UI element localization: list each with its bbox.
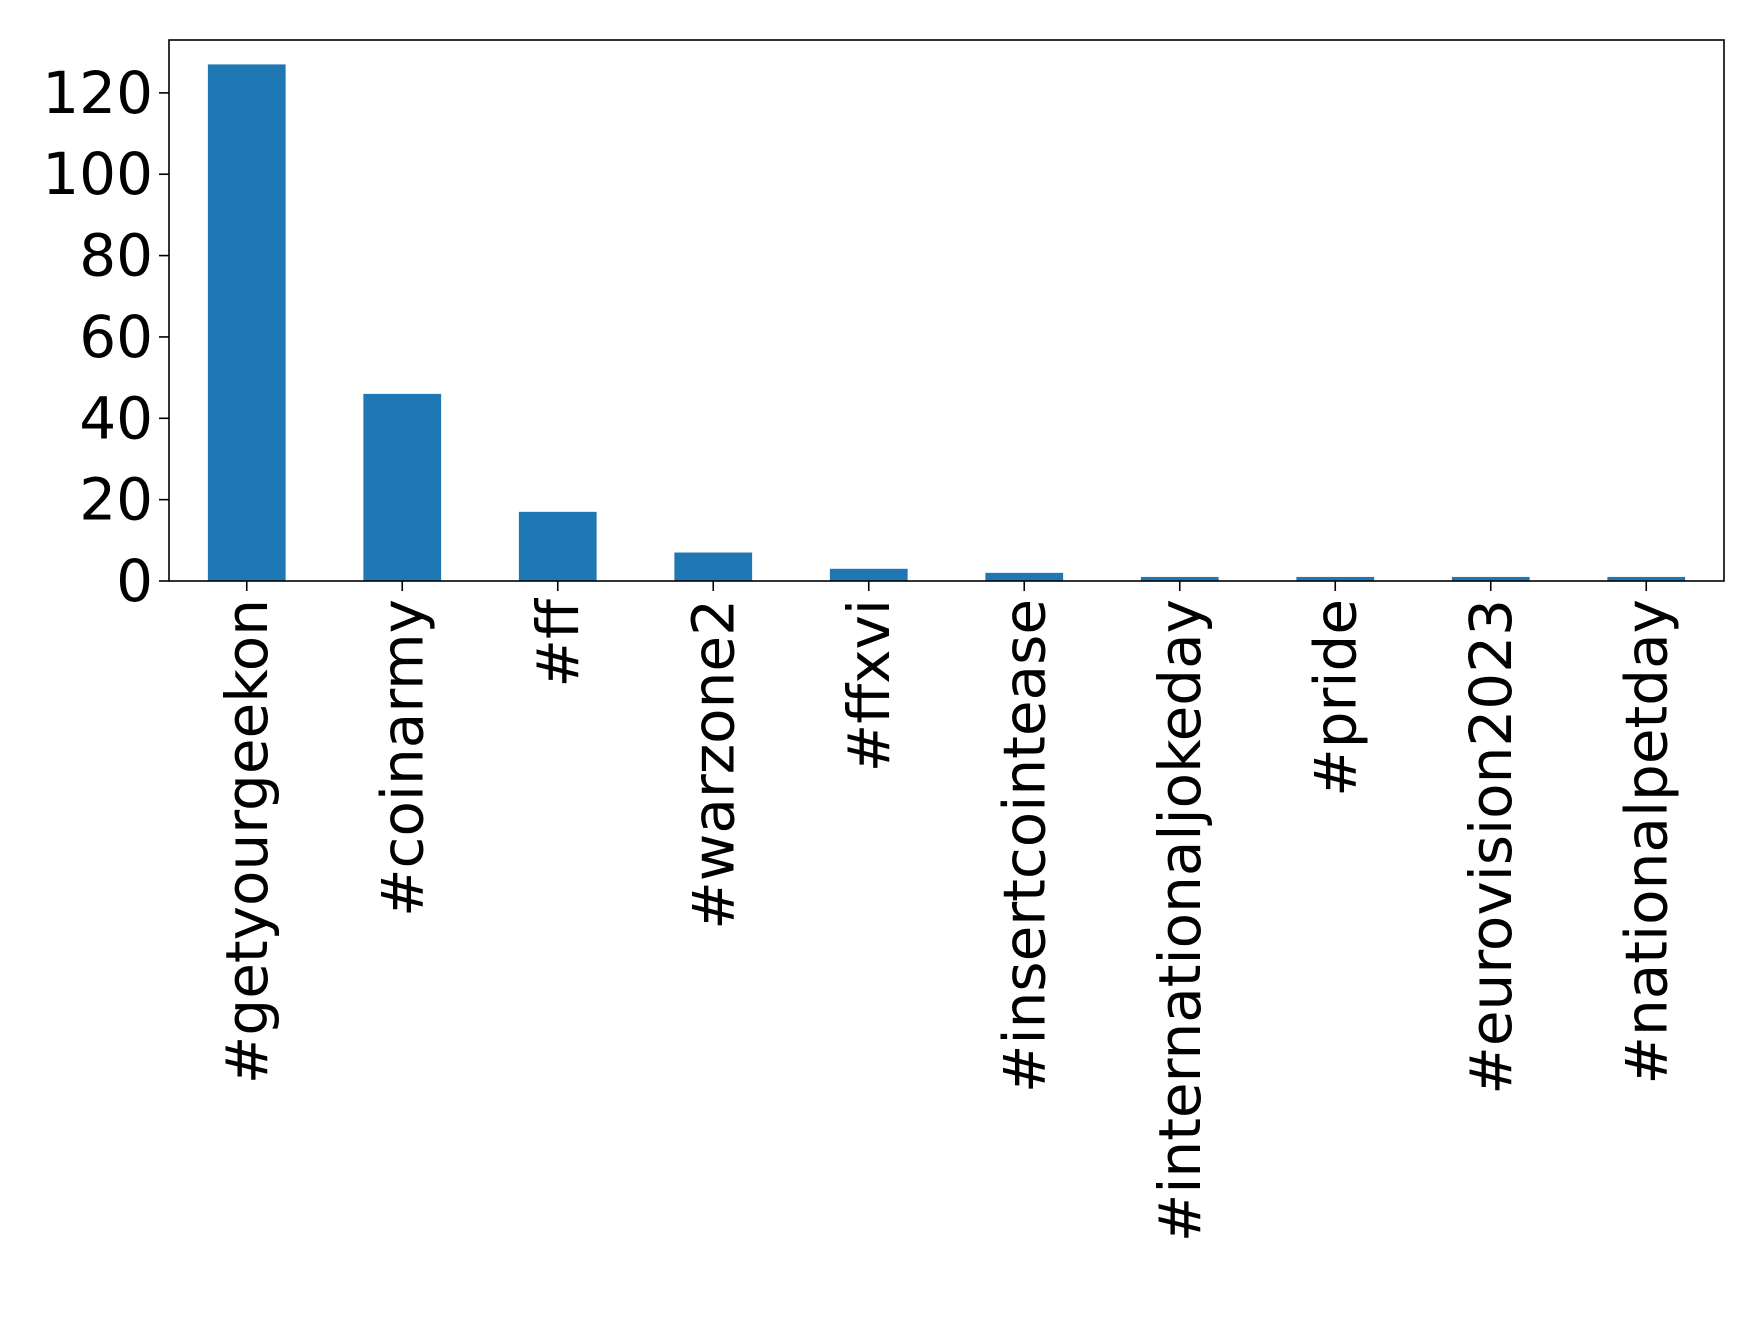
bar-9 (1607, 576, 1686, 581)
x-tick-label: #getyourgeekon (213, 599, 281, 1084)
x-tick-label: #eurovision2023 (1457, 599, 1525, 1095)
y-tick-label: 60 (79, 303, 153, 371)
x-axis: #getyourgeekon #coinarmy #ff #warzone2 #ffxv… (213, 581, 1680, 1242)
bars-group (207, 64, 1686, 582)
x-tick-label: #warzone2 (679, 599, 747, 930)
bar-1 (363, 393, 442, 581)
bar-7 (1296, 576, 1375, 581)
y-tick-label: 80 (79, 222, 153, 290)
y-tick-label: 100 (42, 140, 153, 208)
y-tick-label: 0 (116, 547, 153, 615)
y-axis: 0 20 40 60 80 100 120 (42, 59, 169, 615)
bar-0 (207, 64, 286, 582)
y-tick-label: 120 (42, 59, 153, 127)
x-tick-label: #insertcointease (990, 599, 1058, 1093)
bar-2 (518, 511, 597, 581)
y-tick-label: 20 (79, 466, 153, 534)
x-tick-label: #pride (1301, 599, 1369, 797)
x-tick-label: #nationalpetday (1612, 599, 1680, 1085)
x-tick-label: #ff (524, 597, 592, 688)
bar-5 (985, 572, 1064, 581)
bar-8 (1451, 576, 1530, 581)
y-tick-label: 40 (79, 384, 153, 452)
bar-6 (1140, 576, 1219, 581)
bar-4 (829, 568, 908, 581)
x-tick-label: #coinarmy (368, 599, 436, 917)
bar-3 (674, 552, 753, 581)
plot-frame (168, 39, 1725, 582)
x-tick-label: #internationaljokeday (1146, 599, 1214, 1242)
x-tick-label: #ffxvi (835, 599, 903, 772)
